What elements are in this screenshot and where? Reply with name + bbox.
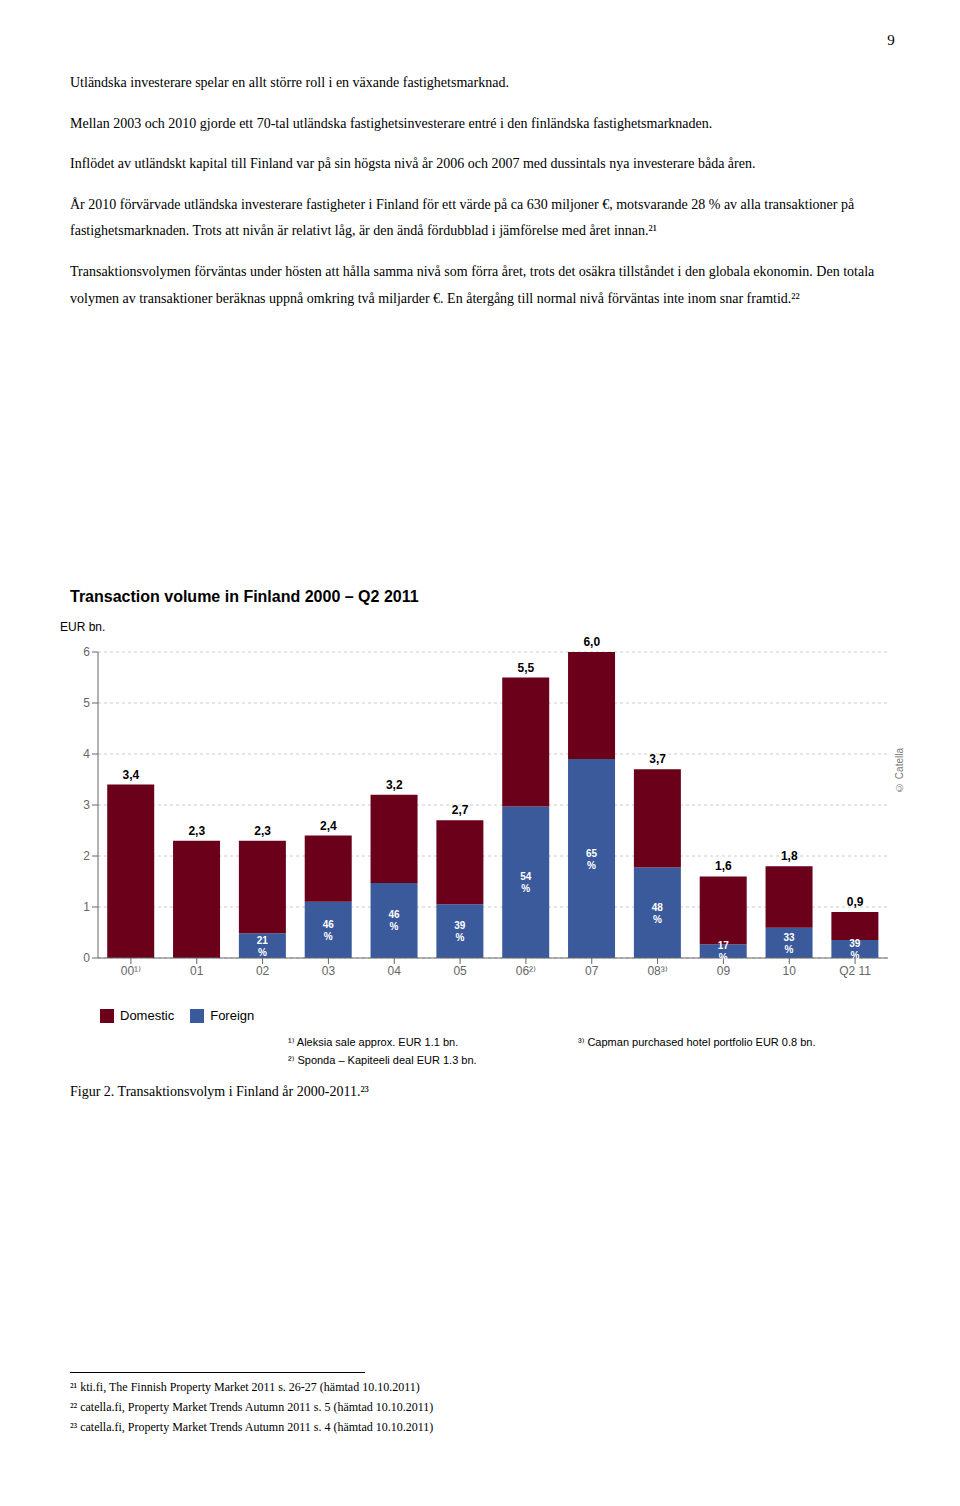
svg-text:0,9: 0,9 [847, 895, 864, 909]
svg-text:05: 05 [453, 964, 467, 978]
html-text:²¹ kti.fi, The Finnish Propert: ²¹ kti.fi, The Finnish Property Market 2… [70, 1380, 420, 1394]
html-text:Utländska investerare spelar e: Utländska investerare spelar en allt stö… [70, 75, 509, 90]
html-text:Figur 2. Transaktionsvolym i F: Figur 2. Transaktionsvolym i Finland år … [70, 1084, 369, 1099]
svg-text:46%: 46% [388, 909, 400, 932]
svg-text:21%: 21% [257, 934, 269, 957]
svg-text:2,3: 2,3 [188, 824, 205, 838]
html-text:³⁾ Capman purchased hotel port: ³⁾ Capman purchased hotel portfolio EUR … [578, 1036, 816, 1048]
svg-text:3,4: 3,4 [123, 768, 140, 782]
svg-text:17%: 17% [718, 940, 730, 963]
svg-text:10: 10 [783, 964, 797, 978]
svg-text:03: 03 [322, 964, 336, 978]
svg-text:3: 3 [83, 798, 90, 812]
svg-text:1,8: 1,8 [781, 849, 798, 863]
svg-text:39%: 39% [849, 938, 861, 961]
html-text:Foreign: Foreign [210, 1008, 255, 1023]
svg-text:2,7: 2,7 [452, 803, 469, 817]
svg-text:02: 02 [256, 964, 270, 978]
html-text:År 2010 förvärvade utländska i: År 2010 förvärvade utländska investerare… [70, 196, 855, 239]
svg-text:06²⁾: 06²⁾ [516, 964, 536, 978]
html-text:Domestic: Domestic [120, 1008, 175, 1023]
svg-text:2,4: 2,4 [320, 819, 337, 833]
svg-text:5: 5 [83, 696, 90, 710]
html-text:²² catella.fi, Property Market: ²² catella.fi, Property Market Trends Au… [70, 1400, 434, 1414]
html-text:Inflödet av utländskt kapital: Inflödet av utländskt kapital till Finla… [70, 156, 756, 172]
html-text:Transaktionsvolymen förväntas: Transaktionsvolymen förväntas under höst… [70, 264, 875, 306]
svg-text:5,5: 5,5 [518, 661, 535, 675]
svg-text:1: 1 [83, 900, 90, 914]
svg-text:2,3: 2,3 [254, 824, 271, 838]
svg-text:Q2 11: Q2 11 [839, 964, 871, 978]
html-text:¹⁾ Aleksia sale approx. EUR 1.: ¹⁾ Aleksia sale approx. EUR 1.1 bn. [288, 1036, 459, 1048]
svg-text:6,0: 6,0 [583, 635, 600, 649]
svg-text:46%: 46% [323, 918, 335, 941]
html-text:²⁾ Sponda – Kapiteeli deal EUR: ²⁾ Sponda – Kapiteeli deal EUR 1.3 bn. [288, 1054, 477, 1066]
html-text:²³ catella.fi, Property Market: ²³ catella.fi, Property Market Trends Au… [70, 1420, 434, 1434]
svg-text:2: 2 [83, 849, 90, 863]
svg-text:3,2: 3,2 [386, 778, 403, 792]
svg-text:00¹⁾: 00¹⁾ [121, 964, 141, 978]
html-text:Mellan 2003 och 2010 gjorde et: Mellan 2003 och 2010 gjorde ett 70-tal u… [70, 115, 713, 131]
svg-text:08³⁾: 08³⁾ [647, 964, 667, 978]
svg-text:0: 0 [83, 951, 90, 965]
html-text:EUR bn.: EUR bn. [60, 620, 106, 634]
svg-text:1,6: 1,6 [715, 859, 732, 873]
svg-text:3,7: 3,7 [649, 752, 666, 766]
svg-text:07: 07 [585, 964, 599, 978]
svg-text:01: 01 [190, 964, 204, 978]
svg-text:39%: 39% [454, 920, 466, 943]
svg-text:48%: 48% [652, 901, 664, 924]
svg-text:04: 04 [388, 964, 402, 978]
svg-text:6: 6 [83, 645, 90, 659]
svg-text:33%: 33% [783, 931, 795, 954]
svg-text:09: 09 [717, 964, 731, 978]
svg-text:4: 4 [83, 747, 90, 761]
svg-text:65%: 65% [586, 847, 598, 870]
html-text:9: 9 [887, 32, 895, 48]
html-text:Transaction volume in Finland: Transaction volume in Finland 2000 – Q2 … [70, 588, 419, 605]
html-text:© Catella: © Catella [894, 748, 905, 793]
svg-text:54%: 54% [520, 871, 532, 894]
